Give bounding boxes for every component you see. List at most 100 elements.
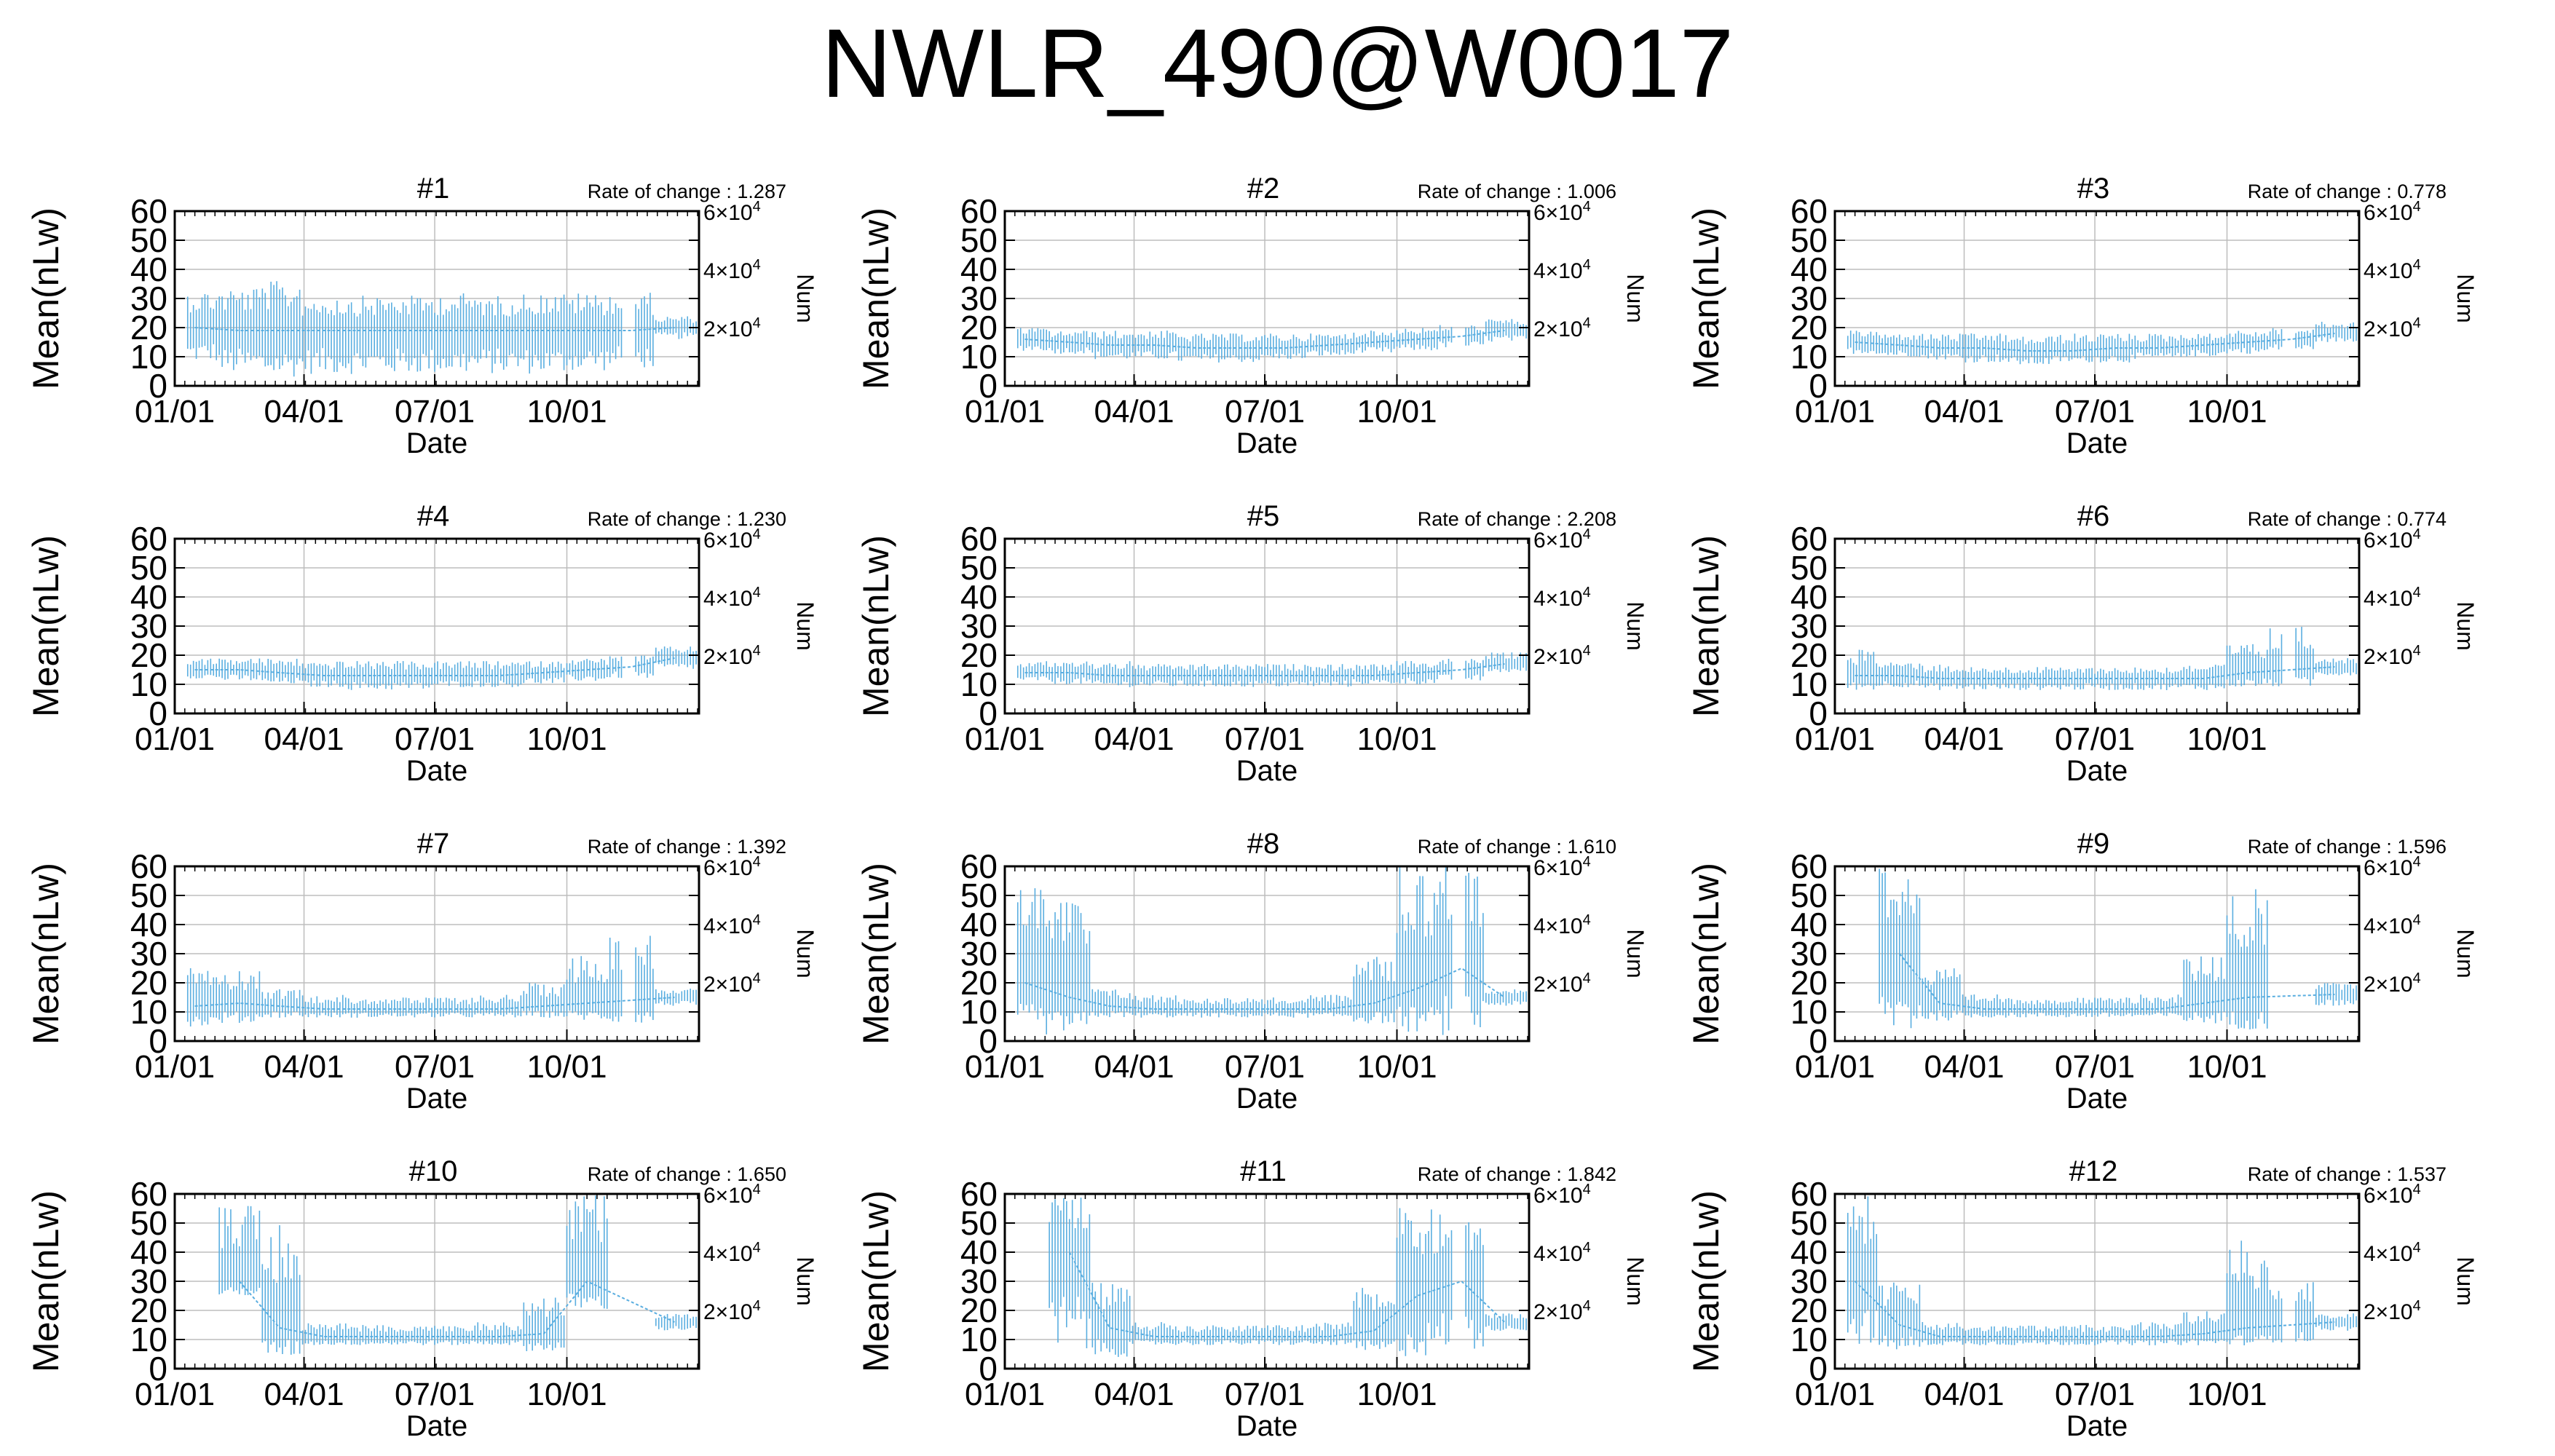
data-series xyxy=(1016,319,1527,363)
y2-tick-label: 4×104 xyxy=(2364,912,2421,938)
y-tick-label: 20 xyxy=(1790,964,1828,1002)
rate-of-change-label: Rate of change : 0.774 xyxy=(2248,508,2447,530)
y-tick-label: 50 xyxy=(960,221,998,259)
rate-of-change-label: Rate of change : 1.287 xyxy=(588,181,786,202)
y-tick-label: 0 xyxy=(149,1350,167,1388)
y2-tick-label: 2×104 xyxy=(703,643,761,669)
y-tick-label: 30 xyxy=(1790,280,1828,317)
y-tick-label: 60 xyxy=(960,847,998,885)
y-axis-label: Mean(nLw) xyxy=(856,535,896,717)
y-tick-label: 30 xyxy=(960,935,998,973)
y-tick-label: 10 xyxy=(130,665,167,703)
y2-axis-label: Num xyxy=(792,1257,818,1306)
y2-tick-exponent: 4 xyxy=(753,1240,761,1256)
data-series xyxy=(186,935,697,1026)
y2-tick-label: 2×104 xyxy=(2364,1298,2421,1324)
subplot-title: #1 xyxy=(417,173,450,205)
subplot-title: #10 xyxy=(409,1155,458,1187)
y2-tick-label: 4×104 xyxy=(1533,912,1591,938)
x-tick-label: 01/01 xyxy=(965,721,1045,757)
y2-tick-label: 4×104 xyxy=(2364,1240,2421,1266)
mean-line xyxy=(1855,666,2335,679)
y2-tick-label: 6×104 xyxy=(1533,854,1591,880)
y2-tick-exponent: 4 xyxy=(1583,315,1591,331)
y-tick-label: 20 xyxy=(1790,309,1828,347)
x-tick-label: 01/01 xyxy=(1795,394,1875,430)
x-tick-label: 07/01 xyxy=(1225,721,1305,757)
x-axis-label: Date xyxy=(2066,1410,2128,1442)
subplot-title: #11 xyxy=(1240,1155,1287,1187)
mean-line xyxy=(194,657,675,676)
y-tick-label: 20 xyxy=(130,309,167,347)
x-axis-label: Date xyxy=(406,1410,468,1442)
y2-tick-exponent: 4 xyxy=(753,257,761,273)
y2-axis-label: Num xyxy=(1622,274,1648,323)
y2-tick-exponent: 4 xyxy=(1583,199,1591,215)
y-axis-label: Mean(nLw) xyxy=(856,863,896,1045)
rate-of-change-label: Rate of change : 1.842 xyxy=(1418,1163,1616,1185)
y-tick-label: 60 xyxy=(130,520,167,558)
y2-tick-label: 2×104 xyxy=(703,970,761,997)
y-tick-label: 20 xyxy=(1790,636,1828,674)
y2-tick-exponent: 4 xyxy=(2413,854,2421,870)
rate-of-change-label: Rate of change : 0.778 xyxy=(2248,181,2447,202)
y2-tick-label: 2×104 xyxy=(703,315,761,341)
y-tick-label: 30 xyxy=(1790,607,1828,645)
x-tick-label: 01/01 xyxy=(1795,1049,1875,1085)
y-tick-label: 0 xyxy=(1809,1022,1828,1060)
x-axis-label: Date xyxy=(2066,1083,2128,1115)
mean-line xyxy=(194,327,675,331)
y-tick-label: 60 xyxy=(130,1175,167,1213)
subplot-title: #4 xyxy=(417,500,450,532)
x-tick-label: 01/01 xyxy=(965,394,1045,430)
y2-tick-exponent: 4 xyxy=(2413,1298,2421,1314)
x-tick-label: 01/01 xyxy=(1795,721,1875,757)
rate-of-change-label: Rate of change : 1.596 xyxy=(2248,836,2447,858)
y2-tick-exponent: 4 xyxy=(1583,585,1591,601)
y2-tick-exponent: 4 xyxy=(2413,970,2421,986)
y-tick-label: 10 xyxy=(960,1321,998,1358)
y2-tick-label: 2×104 xyxy=(1533,970,1591,997)
y-tick-label: 10 xyxy=(1790,993,1828,1031)
y2-tick-exponent: 4 xyxy=(1583,970,1591,986)
y-tick-label: 40 xyxy=(130,578,167,616)
y-tick-label: 60 xyxy=(960,1175,998,1213)
y-tick-label: 30 xyxy=(960,280,998,317)
mean-line xyxy=(1024,967,1506,1010)
y-tick-label: 40 xyxy=(960,906,998,943)
y-axis-label: Mean(nLw) xyxy=(25,535,66,717)
y2-tick-label: 2×104 xyxy=(2364,970,2421,997)
y-tick-label: 0 xyxy=(979,695,998,732)
x-axis-label: Date xyxy=(406,1083,468,1115)
y2-tick-exponent: 4 xyxy=(753,1182,761,1198)
x-tick-label: 01/01 xyxy=(965,1049,1045,1085)
x-tick-label: 07/01 xyxy=(1225,394,1305,430)
page-title: NWLR_490@W0017 xyxy=(821,9,1734,118)
y2-tick-label: 6×104 xyxy=(703,854,761,880)
y2-axis-label: Num xyxy=(792,274,818,323)
x-tick-label: 04/01 xyxy=(1094,1049,1174,1085)
y-tick-label: 20 xyxy=(1790,1291,1828,1329)
x-tick-label: 04/01 xyxy=(1094,394,1174,430)
y-tick-label: 10 xyxy=(960,338,998,376)
y-axis-label: Mean(nLw) xyxy=(25,1190,66,1372)
y-tick-label: 60 xyxy=(1790,192,1828,230)
y2-tick-label: 6×104 xyxy=(1533,1182,1591,1208)
x-tick-label: 04/01 xyxy=(1094,721,1174,757)
x-tick-label: 07/01 xyxy=(2055,1377,2135,1412)
x-tick-label: 04/01 xyxy=(1924,394,2004,430)
y2-tick-exponent: 4 xyxy=(2413,585,2421,601)
y-tick-label: 40 xyxy=(960,250,998,288)
y2-tick-exponent: 4 xyxy=(2413,526,2421,542)
y2-tick-exponent: 4 xyxy=(2413,1240,2421,1256)
y2-tick-label: 4×104 xyxy=(1533,257,1591,283)
x-tick-label: 01/01 xyxy=(135,1377,215,1412)
y2-axis-label: Num xyxy=(1622,929,1648,978)
data-series xyxy=(218,1195,697,1355)
subplot-title: #12 xyxy=(2069,1155,2118,1187)
x-tick-label: 07/01 xyxy=(2055,394,2135,430)
